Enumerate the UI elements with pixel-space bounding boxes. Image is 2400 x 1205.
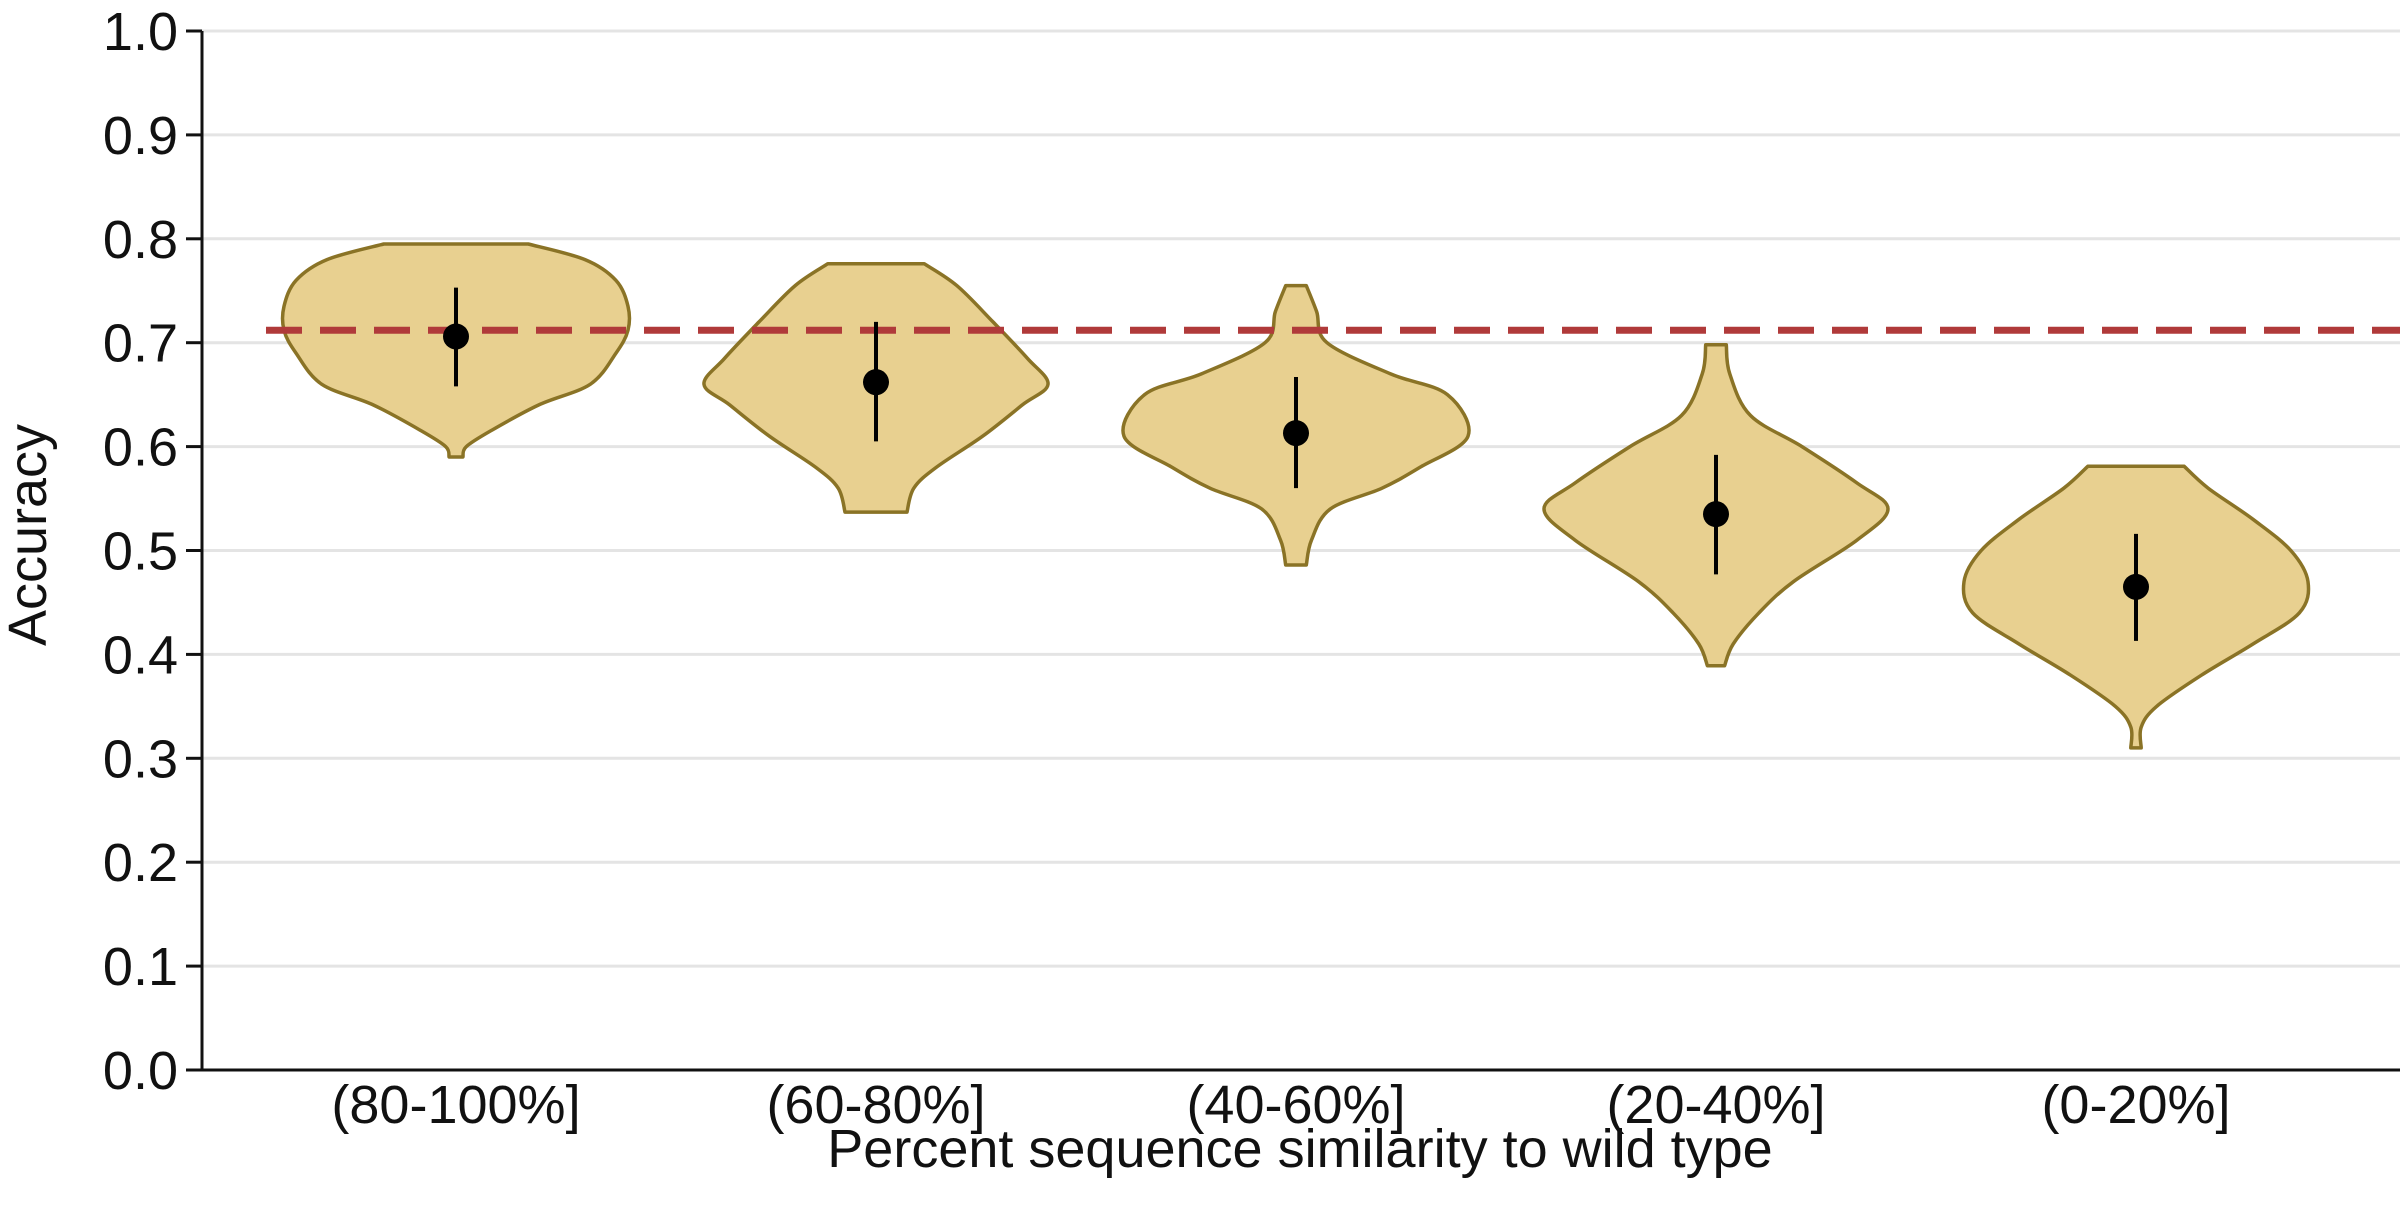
y-tick-label: 0.7: [103, 314, 178, 374]
x-axis-title: Percent sequence similarity to wild type: [827, 1119, 1772, 1179]
mean-point-4: [2123, 574, 2149, 600]
y-tick-label: 0.2: [103, 833, 178, 893]
x-category-label: (0-20%]: [2041, 1075, 2230, 1135]
mean-point-1: [863, 369, 889, 395]
violins: [283, 244, 2309, 748]
y-tick-label: 0.4: [103, 625, 178, 685]
mean-point-0: [443, 323, 469, 349]
y-tick-label: 1.0: [103, 2, 178, 62]
mean-point-2: [1283, 420, 1309, 446]
y-ticks: 0.0 0.1 0.2 0.3 0.4 0.5 0.6 0.7 0.8 0.9 1.0: [103, 2, 202, 1101]
y-axis-title: Accuracy: [0, 424, 58, 646]
y-tick-label: 0.6: [103, 418, 178, 478]
y-tick-label: 0.0: [103, 1041, 178, 1101]
mean-point-3: [1703, 501, 1729, 527]
y-tick-label: 0.1: [103, 937, 178, 997]
y-tick-label: 0.3: [103, 729, 178, 789]
y-tick-label: 0.9: [103, 106, 178, 166]
y-tick-label: 0.5: [103, 522, 178, 582]
y-tick-label: 0.8: [103, 210, 178, 270]
x-category-label: (80-100%]: [331, 1075, 580, 1135]
